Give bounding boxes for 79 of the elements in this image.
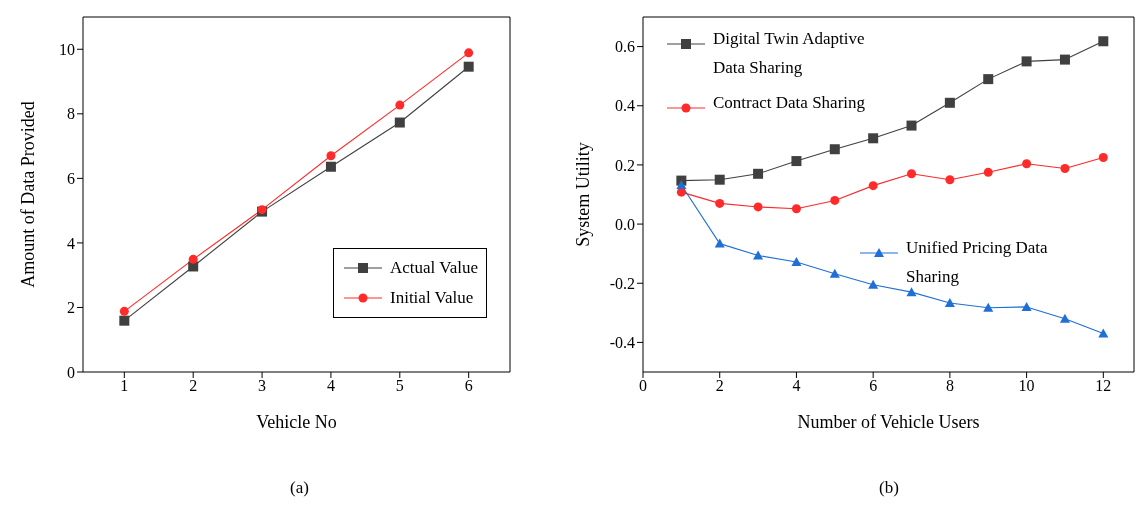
y-tick-label: 4	[67, 234, 75, 252]
y-tick-label: 6	[67, 170, 75, 188]
x-tick-label: 0	[639, 377, 647, 395]
y-tick-label: 0.0	[615, 215, 635, 233]
point	[753, 250, 764, 260]
point	[983, 302, 994, 312]
point	[676, 180, 687, 190]
point	[868, 279, 879, 289]
legend-label: Digital Twin Adaptive Data Sharing	[713, 28, 866, 79]
point	[1059, 313, 1070, 323]
x-tick-label: 4	[326, 377, 335, 395]
x-tick-label: 3	[258, 377, 267, 395]
x-axis-title: Number of Vehicle Users	[797, 412, 980, 432]
point	[753, 168, 764, 179]
y-tick-label: 0.2	[615, 156, 635, 174]
point	[944, 97, 955, 108]
point	[791, 204, 801, 214]
x-tick-label: 1	[120, 377, 129, 395]
point	[326, 151, 336, 161]
point	[1059, 54, 1070, 65]
point	[944, 298, 955, 308]
y-tick-label: 0.6	[615, 38, 635, 56]
point	[715, 198, 725, 208]
y-axis-title: Amount of Data Provided	[18, 101, 39, 288]
point	[983, 74, 994, 85]
y-tick-label: -0.2	[609, 274, 635, 292]
point	[868, 133, 879, 144]
point	[395, 100, 405, 110]
text: (b)	[878, 478, 900, 498]
legend-label: Contract Data Sharing	[713, 92, 866, 114]
point	[753, 202, 763, 212]
y-tick-label: 10	[59, 40, 75, 58]
point	[119, 306, 129, 316]
x-tick-label: 4	[792, 377, 801, 395]
legend-label: Unified Pricing Data Sharing	[906, 237, 1049, 288]
point	[1021, 301, 1032, 311]
point	[829, 144, 840, 155]
point	[829, 268, 840, 278]
point	[1098, 153, 1108, 163]
text: (a)	[289, 478, 310, 498]
y-tick-label: -0.4	[609, 334, 635, 352]
point	[119, 315, 130, 326]
x-tick-label: 2	[189, 377, 198, 395]
point	[1098, 36, 1109, 47]
point	[791, 256, 802, 266]
point	[464, 48, 474, 58]
y-tick-label: 8	[67, 105, 75, 123]
point	[1021, 56, 1032, 67]
point	[983, 167, 993, 177]
x-tick-label: 5	[395, 377, 404, 395]
x-tick-label: 6	[464, 377, 473, 395]
x-tick-label: 12	[1095, 377, 1112, 395]
point	[906, 120, 917, 131]
x-axis-title: Vehicle No	[256, 412, 337, 432]
point	[463, 61, 474, 72]
y-tick-label: 0.4	[615, 97, 635, 115]
y-axis-title: System Utility	[573, 142, 594, 247]
point	[325, 161, 336, 172]
point	[188, 254, 198, 264]
point	[714, 238, 725, 248]
point	[1022, 159, 1032, 169]
legend-label: Actual Value	[390, 258, 478, 278]
y-tick-label: 0	[67, 363, 75, 381]
x-tick-label: 10	[1018, 377, 1035, 395]
x-tick-label: 6	[869, 377, 878, 395]
point	[868, 181, 878, 191]
point	[830, 195, 840, 205]
point	[945, 175, 955, 185]
x-tick-label: 8	[945, 377, 954, 395]
point	[907, 169, 917, 179]
point	[906, 287, 917, 297]
x-tick-label: 2	[715, 377, 724, 395]
point	[791, 156, 802, 167]
point	[1060, 163, 1070, 173]
legend-label: Initial Value	[390, 288, 474, 308]
point	[714, 174, 725, 185]
point	[394, 117, 405, 128]
point	[1098, 328, 1109, 338]
y-tick-label: 2	[67, 299, 75, 317]
